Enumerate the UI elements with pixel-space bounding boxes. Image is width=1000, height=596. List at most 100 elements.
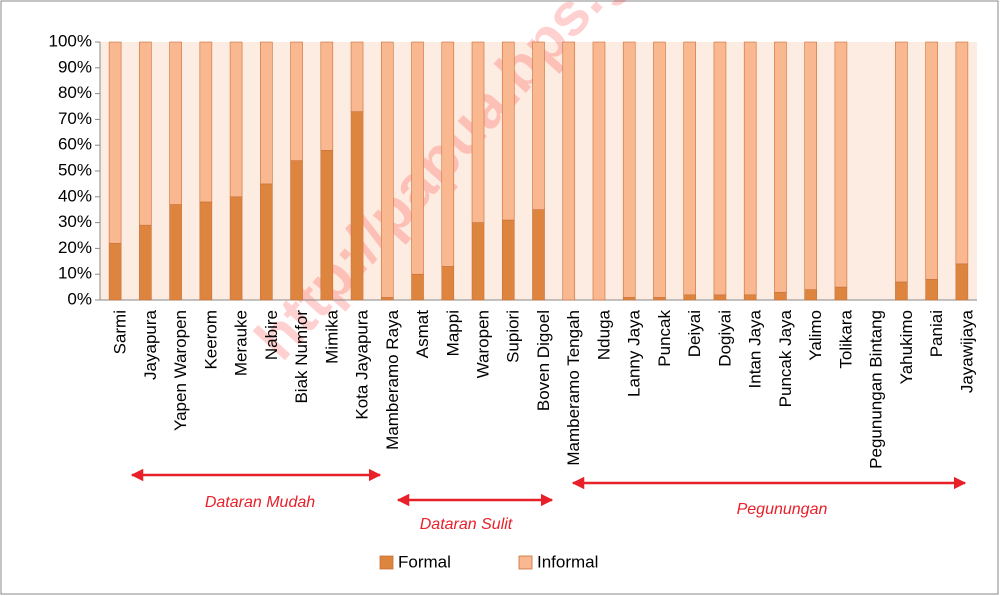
bar-segment bbox=[562, 41, 576, 301]
bar-segment bbox=[411, 41, 424, 275]
x-tick-label: Yahukimo bbox=[897, 310, 916, 384]
y-tick-label: 80% bbox=[58, 83, 92, 102]
x-tick-label: Kota Jayapura bbox=[353, 309, 372, 419]
bar-segment bbox=[139, 224, 152, 301]
bar-segment bbox=[501, 219, 515, 301]
bar-segment bbox=[683, 41, 697, 296]
x-tick-label: Biak Numfor bbox=[292, 310, 311, 404]
x-tick-label: Mamberamo Tengah bbox=[564, 310, 583, 466]
bar-segment bbox=[653, 297, 666, 301]
bar-segment bbox=[834, 41, 848, 288]
bar-segment bbox=[895, 41, 908, 283]
x-tick-label: Supiori bbox=[504, 310, 523, 363]
bar-segment bbox=[501, 41, 515, 221]
legend-swatch bbox=[518, 555, 533, 570]
x-tick-label: Nduga bbox=[594, 309, 613, 360]
bar-segment bbox=[653, 41, 666, 298]
x-tick-label: Keerom bbox=[201, 310, 220, 370]
bar-segment bbox=[713, 41, 727, 296]
bar-segment bbox=[260, 41, 273, 185]
bar-segment bbox=[380, 297, 394, 301]
x-tick-label: Tolikara bbox=[836, 309, 855, 368]
bar-segment bbox=[804, 41, 817, 290]
bar-segment bbox=[622, 297, 636, 301]
legend-swatch bbox=[379, 555, 394, 570]
annotation: Dataran Sulit bbox=[420, 516, 513, 533]
bar-segment bbox=[925, 41, 938, 280]
x-tick-label: Puncak bbox=[655, 310, 674, 367]
bar-segment bbox=[743, 294, 757, 301]
bar-segment bbox=[441, 41, 455, 267]
x-tick-label: Yalimo bbox=[806, 310, 825, 361]
bar-segment bbox=[350, 41, 364, 112]
x-tick-label: Jayapura bbox=[141, 309, 160, 379]
x-tick-label: Waropen bbox=[474, 310, 493, 378]
bar-segment bbox=[774, 291, 787, 301]
bar-segment bbox=[441, 266, 455, 301]
bar-segment bbox=[229, 41, 243, 198]
bar-segment bbox=[925, 279, 938, 301]
x-tick-label: Sarmi bbox=[111, 310, 130, 354]
y-tick-label: 90% bbox=[58, 57, 92, 76]
bar-segment bbox=[592, 41, 606, 301]
bar-segment bbox=[290, 41, 303, 161]
x-tick-label: Dogiyai bbox=[715, 310, 734, 367]
bar-segment bbox=[139, 41, 152, 226]
bar-segment bbox=[411, 273, 424, 301]
y-tick-label: 10% bbox=[58, 264, 92, 283]
x-tick-label: Mamberamo Raya bbox=[383, 309, 402, 449]
bar-segment bbox=[532, 41, 545, 210]
x-tick-label: Mappi bbox=[443, 310, 462, 356]
bar-segment bbox=[895, 281, 908, 301]
bar-segment bbox=[713, 294, 727, 301]
legend-label: Formal bbox=[398, 552, 451, 571]
y-tick-label: 30% bbox=[58, 212, 92, 231]
bar-segment bbox=[774, 41, 787, 293]
bar-segment bbox=[199, 41, 213, 203]
x-tick-label: Puncak Jaya bbox=[776, 309, 795, 407]
y-tick-label: 20% bbox=[58, 238, 92, 257]
y-tick-label: 70% bbox=[58, 109, 92, 128]
bar-segment bbox=[804, 289, 817, 301]
x-tick-label: Lanny Jaya bbox=[625, 309, 644, 396]
annotation: Pegunungan bbox=[737, 501, 828, 518]
bar-segment bbox=[290, 160, 303, 301]
x-tick-label: Asmat bbox=[413, 310, 432, 358]
annotation: Dataran Mudah bbox=[205, 494, 315, 511]
bar-segment bbox=[320, 150, 334, 301]
x-tick-label: Pegunungan Bintang bbox=[867, 310, 886, 469]
bar-segment bbox=[108, 242, 122, 301]
x-tick-label: Yapen Waropen bbox=[171, 310, 190, 431]
bar-segment bbox=[169, 41, 182, 205]
x-tick-label: Mimika bbox=[322, 309, 341, 363]
bar-segment bbox=[471, 41, 485, 223]
bar-segment bbox=[532, 209, 545, 301]
x-tick-label: Jayawijaya bbox=[957, 309, 976, 393]
bar-segment bbox=[199, 201, 213, 301]
x-tick-label: Boven Digoel bbox=[534, 310, 553, 411]
bar-segment bbox=[229, 196, 243, 301]
region-arrows bbox=[130, 468, 967, 507]
bar-segment bbox=[683, 294, 697, 301]
bar-segment bbox=[320, 41, 334, 151]
y-tick-label: 40% bbox=[58, 186, 92, 205]
bar-segment bbox=[108, 41, 122, 244]
bar-segment bbox=[380, 41, 394, 298]
x-tick-label: Nabire bbox=[262, 310, 281, 360]
y-tick-label: 50% bbox=[58, 160, 92, 179]
bar-segment bbox=[834, 286, 848, 301]
y-tick-label: 0% bbox=[67, 289, 92, 308]
bar-segment bbox=[260, 183, 273, 301]
y-tick-label: 100% bbox=[49, 31, 92, 50]
bar-segment bbox=[955, 41, 969, 265]
bar-segment bbox=[955, 263, 969, 301]
x-tick-label: Deiyai bbox=[685, 310, 704, 357]
bar-segment bbox=[350, 111, 364, 301]
x-tick-label: Intan Jaya bbox=[746, 309, 765, 388]
bar-segment bbox=[622, 41, 636, 298]
bar-segment bbox=[169, 204, 182, 301]
legend-label: Informal bbox=[537, 552, 598, 571]
x-tick-label: Paniai bbox=[927, 310, 946, 357]
x-tick-label: Merauke bbox=[232, 310, 251, 376]
